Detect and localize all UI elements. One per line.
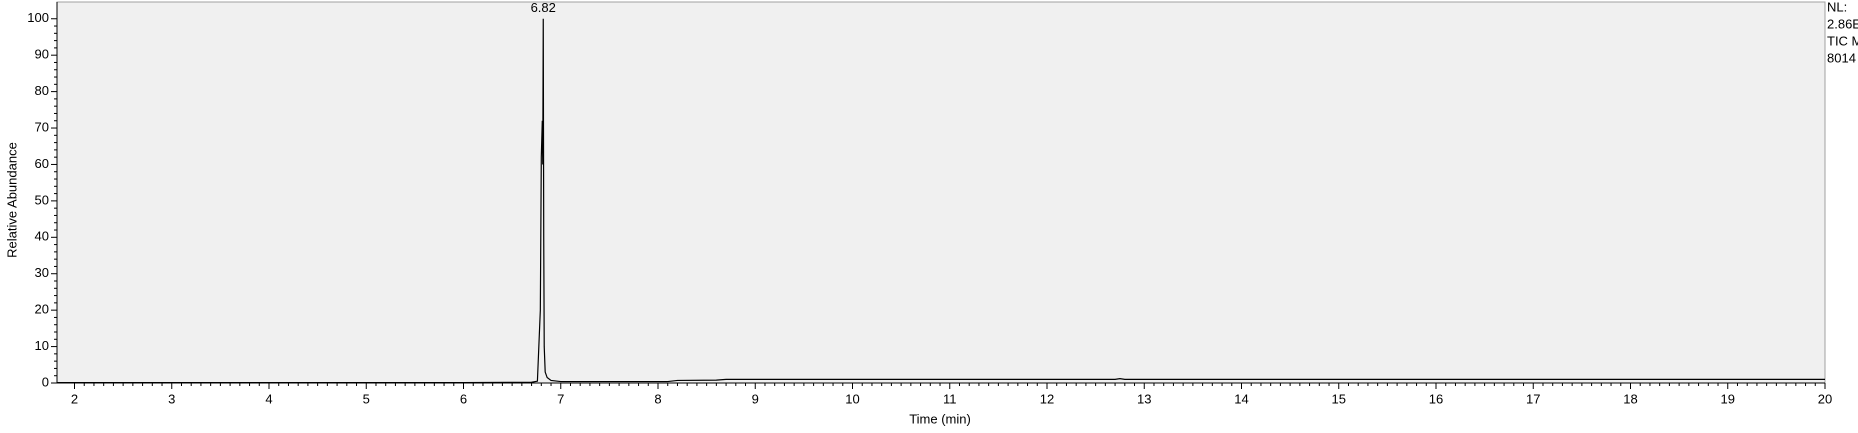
x-tick-label: 6 (460, 391, 467, 406)
side-text: TIC M (1827, 33, 1858, 48)
y-tick-label: 90 (35, 47, 49, 62)
x-tick-label: 12 (1040, 391, 1054, 406)
x-tick-label: 5 (363, 391, 370, 406)
x-tick-label: 20 (1818, 391, 1832, 406)
side-text: 2.86E (1827, 16, 1858, 31)
x-tick-label: 13 (1137, 391, 1151, 406)
x-tick-label: 3 (168, 391, 175, 406)
peak-label: 6.82 (531, 0, 556, 15)
data-line (57, 18, 1825, 384)
y-tick-label: 30 (35, 265, 49, 280)
x-axis-label: Time (min) (909, 411, 971, 426)
y-tick-label: 80 (35, 83, 49, 98)
x-tick-label: 18 (1623, 391, 1637, 406)
y-tick-label: 60 (35, 156, 49, 171)
y-tick-label: 100 (27, 10, 49, 25)
x-tick-label: 11 (943, 391, 957, 406)
y-axis-label: Relative Abundance (4, 142, 19, 258)
x-tick-label: 14 (1234, 391, 1248, 406)
x-tick-label: 19 (1721, 391, 1735, 406)
y-tick-label: 0 (42, 374, 49, 389)
x-tick-label: 2 (71, 391, 78, 406)
x-tick-label: 16 (1429, 391, 1443, 406)
y-tick-label: 10 (35, 338, 49, 353)
x-tick-label: 17 (1526, 391, 1540, 406)
side-text: NL: (1827, 0, 1847, 14)
x-tick-label: 4 (265, 391, 272, 406)
side-text: 8014 (1827, 50, 1856, 65)
x-tick-label: 10 (845, 391, 859, 406)
x-tick-label: 15 (1332, 391, 1346, 406)
plot-area (56, 1, 1826, 384)
x-tick-label: 8 (654, 391, 661, 406)
x-tick-label: 9 (752, 391, 759, 406)
y-tick-label: 40 (35, 229, 49, 244)
y-tick-label: 20 (35, 302, 49, 317)
y-tick-label: 50 (35, 192, 49, 207)
x-tick-label: 7 (557, 391, 564, 406)
y-tick-label: 70 (35, 119, 49, 134)
